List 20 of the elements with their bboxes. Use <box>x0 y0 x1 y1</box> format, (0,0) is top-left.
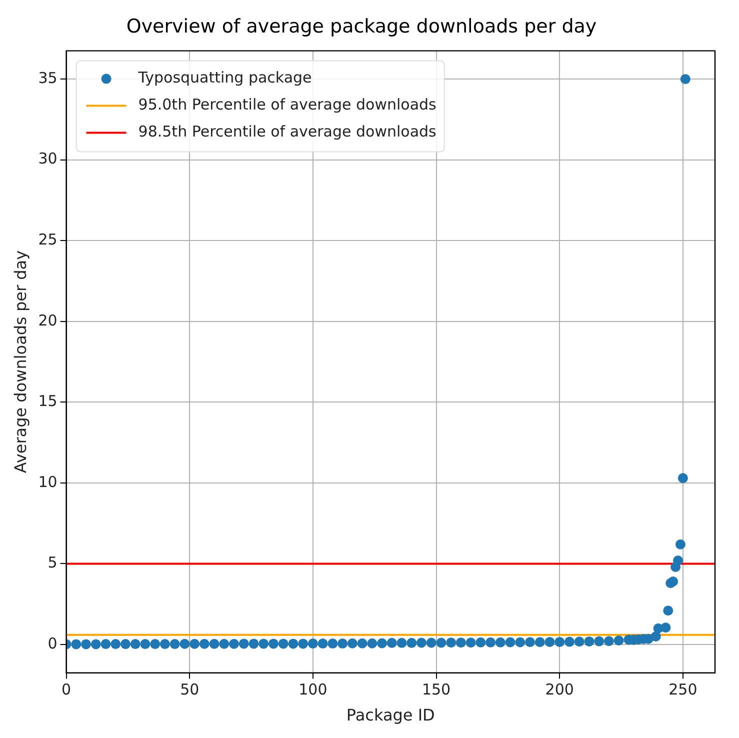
x-tick-label: 200 <box>545 680 574 699</box>
y-tick-label: 20 <box>38 311 58 330</box>
chart-title: Overview of average package downloads per day <box>126 15 597 38</box>
x-tick-label: 50 <box>180 680 200 699</box>
y-tick-label: 35 <box>38 68 58 87</box>
x-tick-label: 100 <box>298 680 328 699</box>
y-tick-label: 15 <box>38 392 58 410</box>
x-tick-label: 150 <box>422 680 451 699</box>
x-axis-title: Package ID <box>346 706 435 725</box>
y-tick-label: 0 <box>48 634 58 652</box>
legend-label: 95.0th Percentile of average downloads <box>138 96 437 114</box>
y-tick-label: 5 <box>48 554 58 572</box>
x-tick-label: 0 <box>62 680 72 699</box>
x-tick-label: 250 <box>668 680 698 699</box>
legend-label: Typosquatting package <box>137 68 312 87</box>
y-axis-title: Average downloads per day <box>10 250 30 474</box>
y-tick-label: 30 <box>38 150 58 168</box>
y-tick-label: 25 <box>38 230 58 249</box>
y-tick-label: 10 <box>38 472 58 491</box>
legend-label: 98.5th Percentile of average downloads <box>138 122 437 141</box>
